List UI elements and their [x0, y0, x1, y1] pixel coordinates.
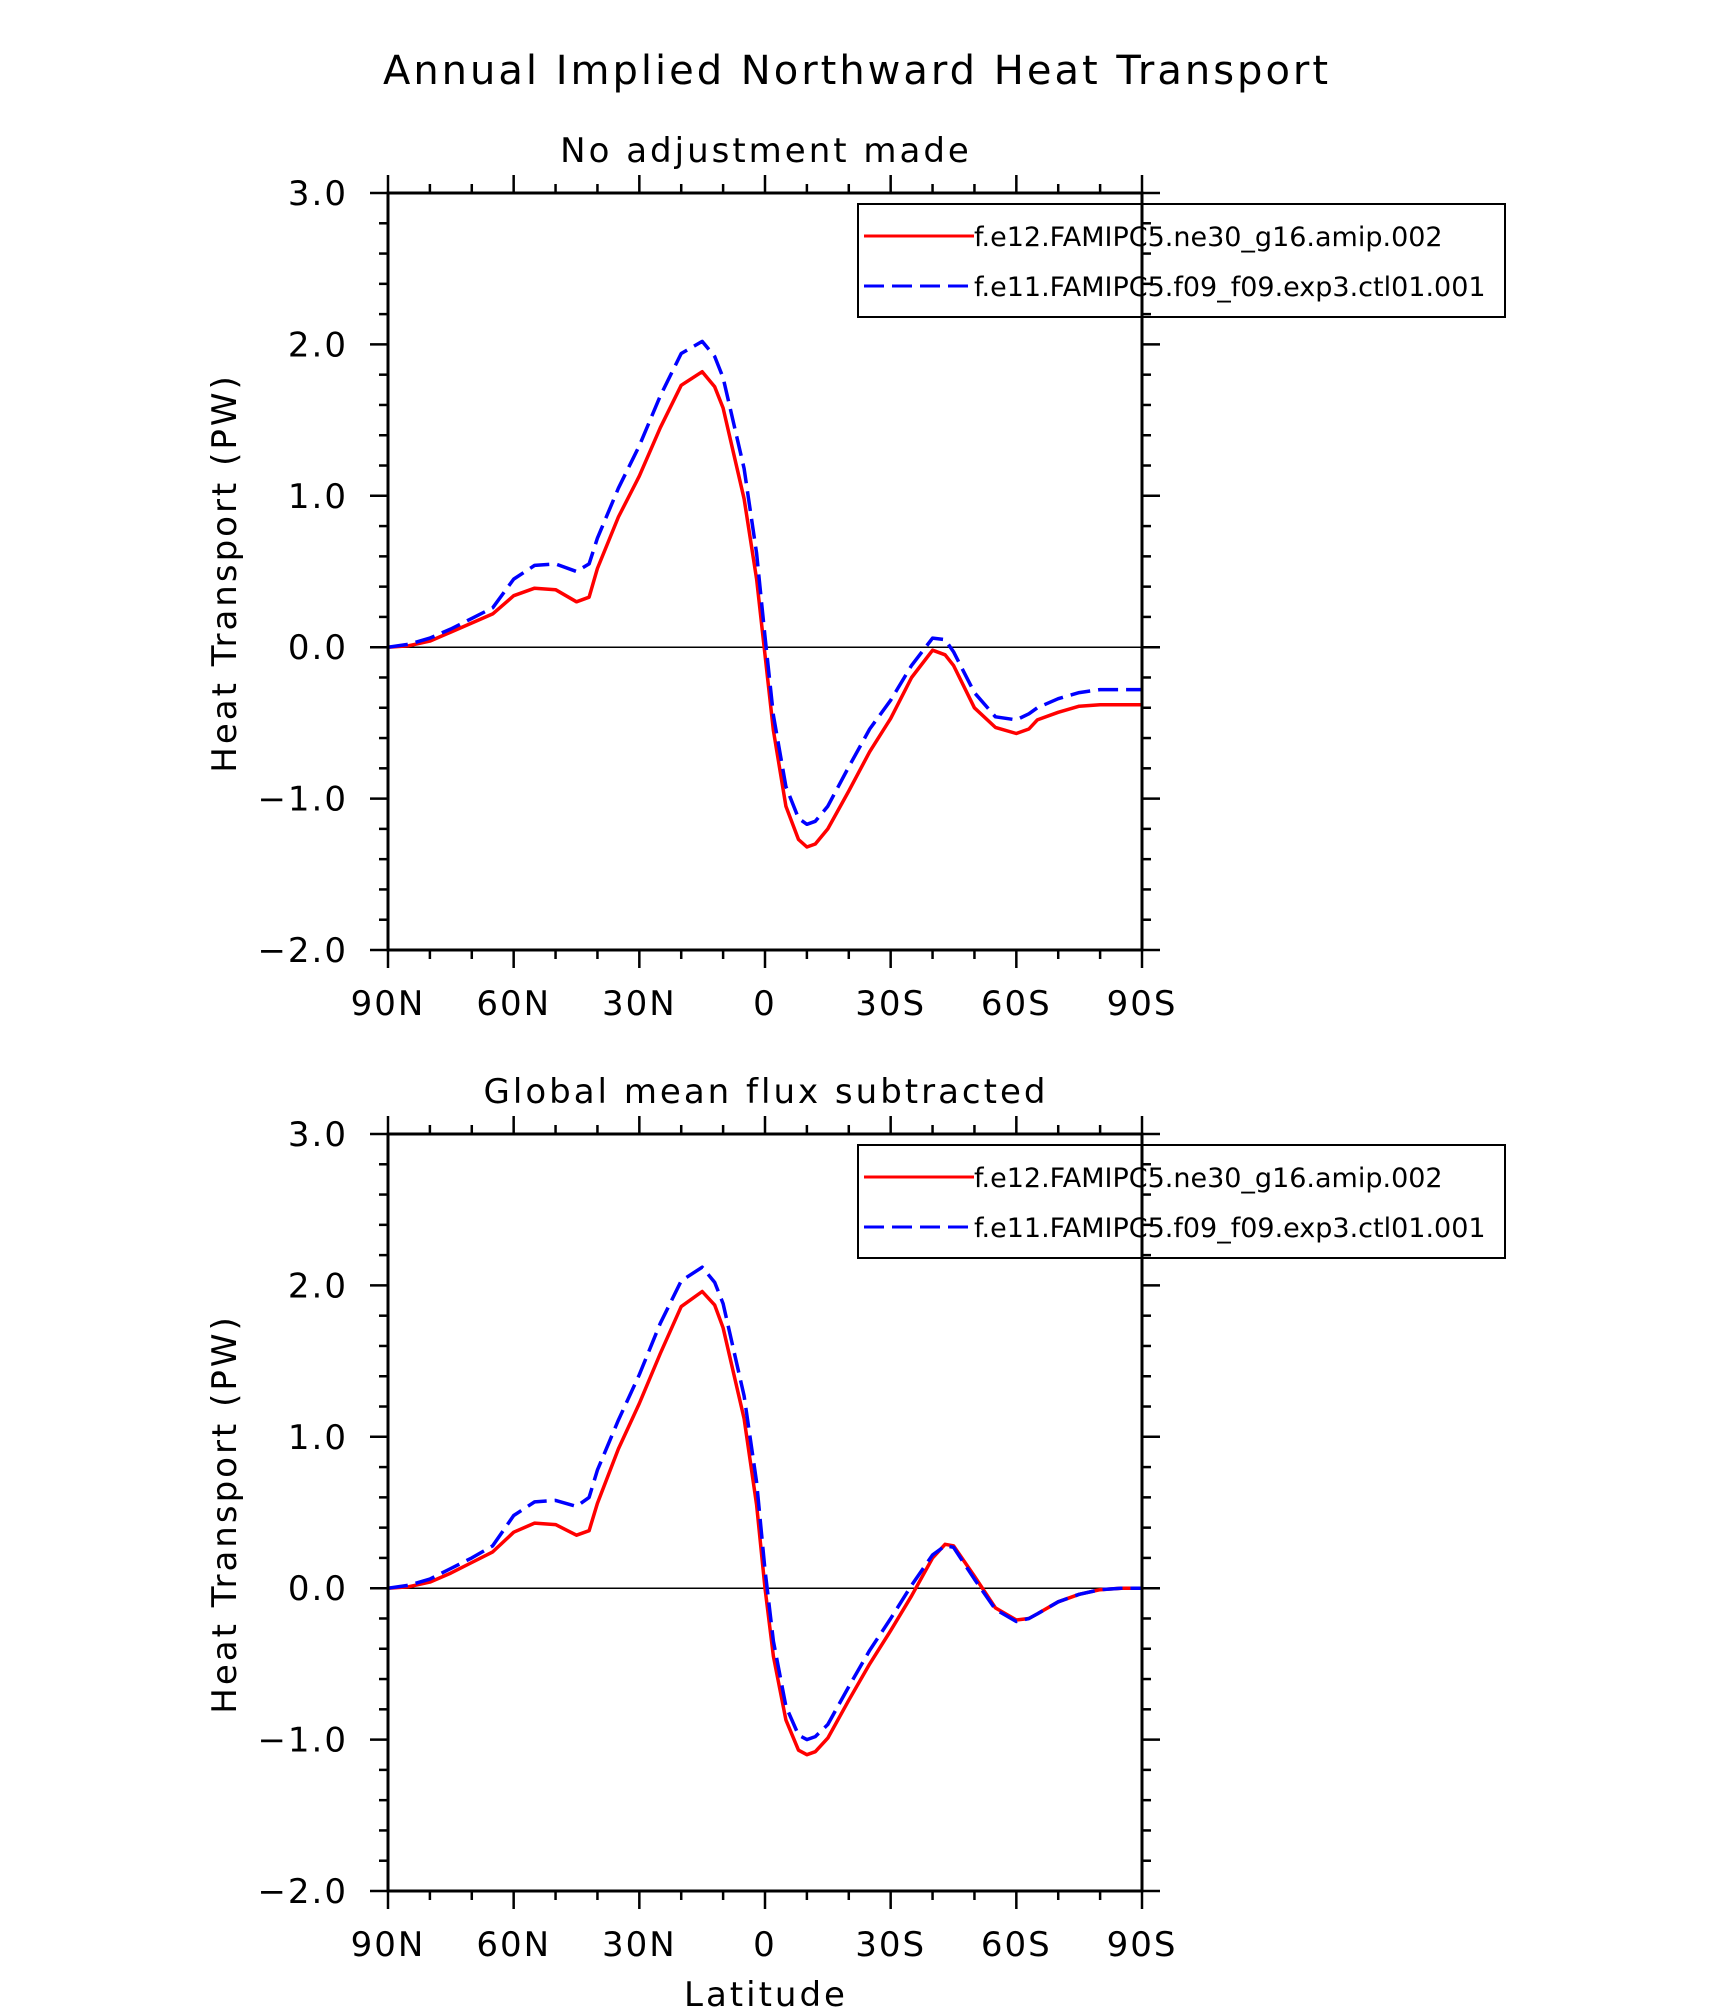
legend-label-1: f.e12.FAMIPC5.ne30_g16.amip.002 [974, 222, 1443, 253]
y-tick-label: 3.0 [288, 1115, 348, 1155]
x-tick-label: 90S [1107, 1925, 1178, 1965]
legend-box [857, 203, 1506, 318]
x-tick-label: 60N [476, 1925, 551, 1965]
series-line-2 [387, 339, 1142, 827]
legend-label-2: f.e11.FAMIPC5.f09_f09.exp3.ctl01.001 [974, 272, 1486, 303]
panel-no-adjustment: No adjustment made Heat Transport (PW) 3… [205, 131, 1506, 1024]
x-tick-label: 0 [753, 1925, 777, 1965]
x-tick-label: 90S [1107, 984, 1178, 1024]
plot-frame [386, 1132, 1144, 1893]
y-axis-label: Heat Transport (PW) [205, 1314, 245, 1713]
y-tick-label: −2.0 [257, 1872, 348, 1912]
y-tick-label: 1.0 [288, 1418, 348, 1458]
series-line-1 [387, 369, 1142, 849]
y-tick-label: −2.0 [257, 931, 348, 971]
x-tick-label: 90N [351, 1925, 426, 1965]
x-tick-label: 30N [602, 1925, 677, 1965]
panel-subtitle: No adjustment made [560, 131, 972, 171]
legend-label-1: f.e12.FAMIPC5.ne30_g16.amip.002 [974, 1163, 1443, 1194]
x-tick-label: 30S [855, 1925, 926, 1965]
x-axis-label: Latitude [684, 1975, 848, 2008]
y-tick-label: 1.0 [288, 477, 348, 517]
panel-global-mean-subtracted: Global mean flux subtracted Heat Transpo… [205, 1072, 1506, 2008]
plot-frame [386, 191, 1144, 952]
legend-label-2: f.e11.FAMIPC5.f09_f09.exp3.ctl01.001 [974, 1213, 1486, 1244]
y-axis-label: Heat Transport (PW) [205, 373, 245, 772]
y-tick-label: −1.0 [257, 1721, 348, 1761]
series-line-2 [387, 1265, 1142, 1742]
figure-title: Annual Implied Northward Heat Transport [383, 48, 1331, 94]
x-tick-label: 30S [855, 984, 926, 1024]
x-tick-label: 30N [602, 984, 677, 1024]
x-tick-label: 60S [981, 984, 1052, 1024]
y-tick-label: 2.0 [288, 325, 348, 365]
y-tick-label: 0.0 [288, 628, 348, 668]
x-tick-label: 90N [351, 984, 426, 1024]
x-tick-label: 0 [753, 984, 777, 1024]
y-tick-label: 0.0 [288, 1569, 348, 1609]
series-line-1 [387, 1289, 1142, 1757]
legend-box [857, 1144, 1506, 1259]
panel-subtitle: Global mean flux subtracted [484, 1072, 1049, 1112]
y-tick-label: 2.0 [288, 1266, 348, 1306]
y-tick-label: −1.0 [257, 780, 348, 820]
y-tick-label: 3.0 [288, 174, 348, 214]
x-tick-label: 60N [476, 984, 551, 1024]
x-tick-label: 60S [981, 1925, 1052, 1965]
